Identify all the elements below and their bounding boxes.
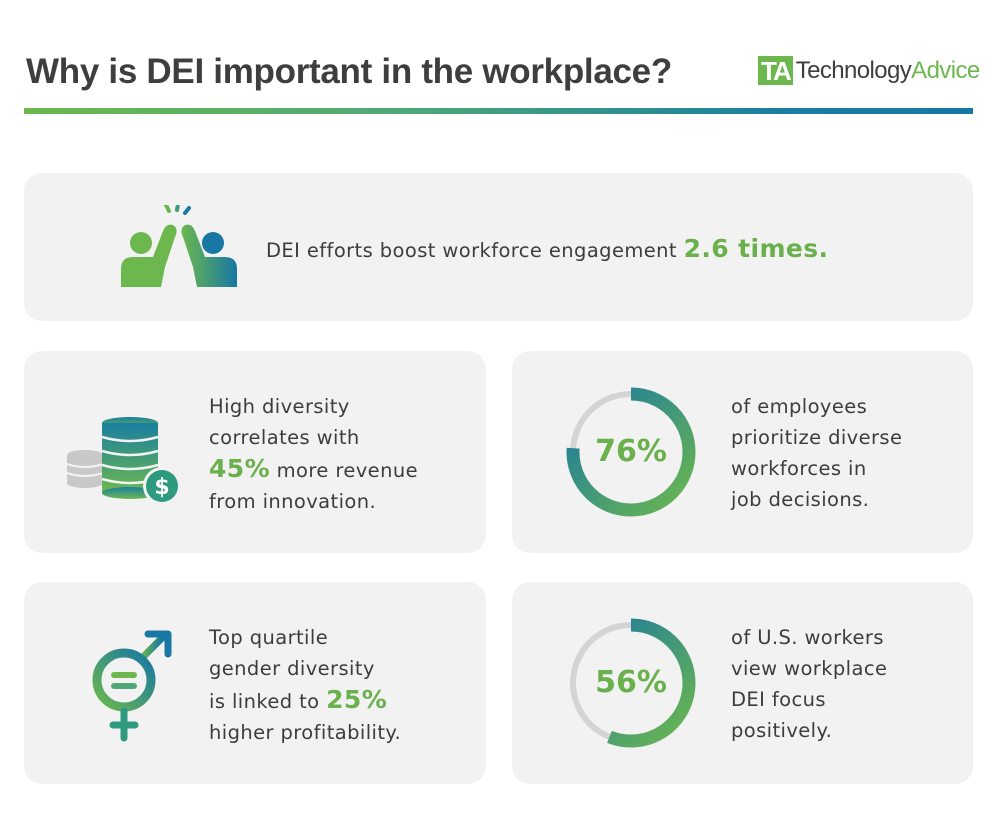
employees-line-2: prioritize diverse xyxy=(731,426,903,449)
svg-text:$: $ xyxy=(154,475,169,500)
workers-line-1: of U.S. workers xyxy=(731,626,884,649)
revenue-line-4: from innovation. xyxy=(209,490,377,513)
employees-text: of employees prioritize diverse workforc… xyxy=(731,391,902,515)
employees-card: 76% of employees prioritize diverse work… xyxy=(512,351,973,553)
logo-tech: Technology xyxy=(795,56,912,84)
profitability-line-4: higher profitability. xyxy=(209,721,402,744)
employees-donut xyxy=(566,387,696,517)
workers-percent: 56% xyxy=(595,665,667,700)
engagement-text: DEI efforts boost workforce engagement 2… xyxy=(266,233,828,266)
revenue-line-3: more revenue xyxy=(270,459,418,482)
revenue-card: $ High diversity correlates with 45% mor… xyxy=(24,351,486,553)
logo-advice: Advice xyxy=(911,56,980,84)
coins-dollar-icon: $ xyxy=(66,417,181,505)
profitability-text: Top quartile gender diversity is linked … xyxy=(209,622,401,748)
workers-donut-arc xyxy=(566,618,696,748)
profitability-highlight: 25% xyxy=(326,685,388,714)
profitability-line-3: is linked to xyxy=(209,690,327,713)
employees-line-3: workforces in xyxy=(731,457,867,480)
brand-logo[interactable]: TA TechnologyAdvice xyxy=(758,56,980,85)
workers-card: 56% of U.S. workers view workplace DEI f… xyxy=(512,582,973,784)
logo-text: TechnologyAdvice xyxy=(796,57,980,85)
engagement-statement: DEI efforts boost workforce engagement xyxy=(266,239,677,262)
logo-mark: TA xyxy=(758,56,793,85)
employees-donut-arc xyxy=(566,387,696,517)
header-divider xyxy=(24,108,973,114)
workers-line-3: DEI focus xyxy=(731,688,826,711)
workers-line-2: view workplace xyxy=(731,657,888,680)
revenue-highlight: 45% xyxy=(209,454,271,483)
workers-text: of U.S. workers view workplace DEI focus… xyxy=(731,622,887,746)
employees-percent: 76% xyxy=(595,434,667,469)
high-five-icon xyxy=(121,205,237,287)
profitability-line-2: gender diversity xyxy=(209,657,375,680)
revenue-line-1: High diversity xyxy=(209,395,350,418)
profitability-card: Top quartile gender diversity is linked … xyxy=(24,582,486,784)
revenue-text: High diversity correlates with 45% more … xyxy=(209,391,418,517)
workers-line-4: positively. xyxy=(731,719,833,742)
revenue-line-2: correlates with xyxy=(209,426,360,449)
workers-donut xyxy=(566,618,696,748)
page-title: Why is DEI important in the workplace? xyxy=(26,52,672,91)
employees-line-1: of employees xyxy=(731,395,868,418)
engagement-card: DEI efforts boost workforce engagement 2… xyxy=(24,173,973,321)
gender-symbol-icon xyxy=(92,630,172,742)
engagement-highlight: 2.6 times. xyxy=(683,234,829,263)
employees-line-4: job decisions. xyxy=(731,488,870,511)
profitability-line-1: Top quartile xyxy=(209,626,329,649)
